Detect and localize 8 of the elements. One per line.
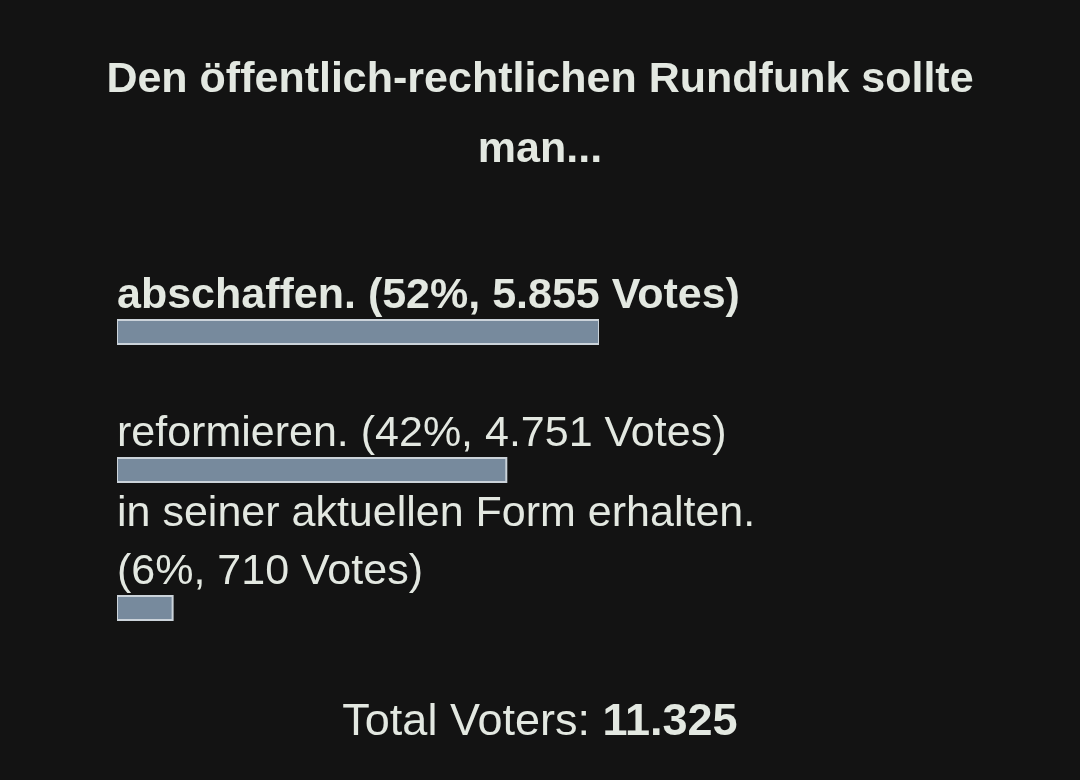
data-label: (6%, 710 Votes) — [117, 545, 423, 593]
data-label: (42%, 4.751 Votes) — [360, 407, 727, 455]
y-tick-label: in seiner aktuellen Form erhalten. — [117, 487, 756, 535]
chart-title: Den öffentlich-rechtlichen Rundfunk sollte man... — [105, 52, 975, 173]
data-label: (52%, 5.855 Votes) — [367, 269, 740, 317]
text: Total Voters: 11.325 — [342, 694, 738, 745]
y-tick-label: reformieren. — [117, 407, 349, 455]
y-tick-label: abschaffen. — [117, 269, 356, 317]
